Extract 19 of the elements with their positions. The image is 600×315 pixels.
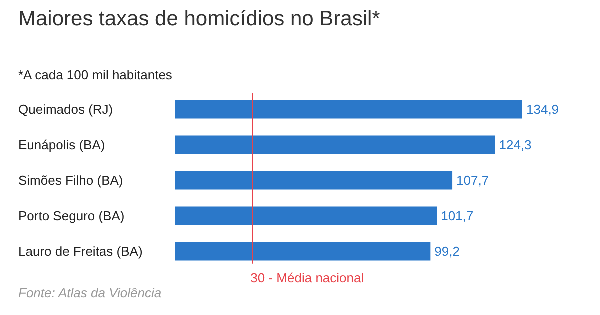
y-tick-label: Porto Seguro (BA)	[18, 208, 125, 224]
y-tick-label: Queimados (RJ)	[18, 102, 114, 117]
y-tick-label: Eunápolis (BA)	[18, 138, 106, 152]
data-label: 124,3	[499, 138, 532, 152]
y-tick-label: Simões Filho (BA)	[18, 173, 124, 188]
bar	[176, 136, 496, 154]
data-label: 107,7	[456, 173, 490, 188]
bar	[176, 242, 431, 261]
chart-subtitle: *A cada 100 mil habitantes	[18, 68, 173, 82]
chart-title: Maiores taxas de homicídios no Brasil*	[18, 8, 380, 30]
bar	[176, 206, 438, 226]
y-tick-label: Lauro de Freitas (BA)	[18, 244, 143, 259]
data-label: 99,2	[434, 244, 460, 259]
ref-line-label: 30 - Média nacional	[250, 270, 364, 286]
data-label: 101,7	[441, 208, 474, 224]
data-label: 134,9	[526, 102, 560, 117]
bar	[176, 171, 453, 190]
source-note: Fonte: Atlas da Violência	[18, 286, 162, 300]
bar	[176, 100, 522, 119]
